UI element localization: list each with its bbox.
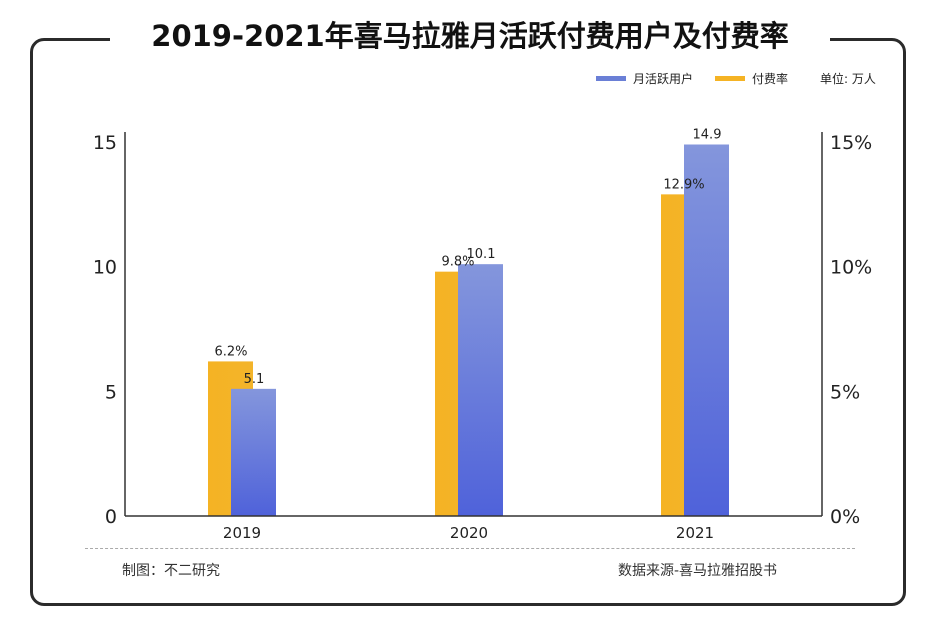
legend: 月活跃用户 付费率 单位: 万人 [596,70,876,87]
data-label-paid-rate: 6.2% [214,344,247,359]
right-tick-label: 10% [830,257,872,279]
legend-item-mau: 月活跃用户 [596,70,693,87]
legend-label-mau: 月活跃用户 [633,72,694,86]
data-label-mau: 14.9 [693,127,722,142]
data-label-paid-rate: 12.9% [663,177,704,192]
legend-item-rate: 付费率 [715,70,788,87]
x-tick-label: 2021 [676,524,714,542]
data-label-mau: 10.1 [467,247,496,262]
bar-mau-2021 [684,144,729,516]
legend-label-rate: 付费率 [752,72,789,86]
x-tick-label: 2020 [450,524,488,542]
bar-mau-2020 [458,264,503,516]
chart-title: 2019-2021年喜马拉雅月活跃付费用户及付费率 [110,14,830,58]
left-tick-label: 15 [93,132,117,154]
right-tick-label: 5% [830,381,860,403]
bar-mau-2019 [231,388,276,516]
left-tick-label: 10 [93,257,117,279]
right-tick-label: 0% [830,506,860,528]
left-tick-label: 5 [105,381,117,403]
x-tick-label: 2019 [223,524,261,542]
right-tick-label: 15% [830,132,872,154]
legend-swatch-mau [596,76,626,81]
left-tick-label: 0 [105,506,117,528]
footer-credit: 制图：不二研究 [122,563,220,579]
footer-source: 数据来源-喜马拉雅招股书 [618,563,778,579]
legend-swatch-rate [715,76,746,81]
footer-divider [85,548,855,549]
data-label-paid-rate: 9.8% [441,255,474,270]
unit-label: 单位: 万人 [820,72,876,86]
data-label-mau: 5.1 [244,372,265,387]
